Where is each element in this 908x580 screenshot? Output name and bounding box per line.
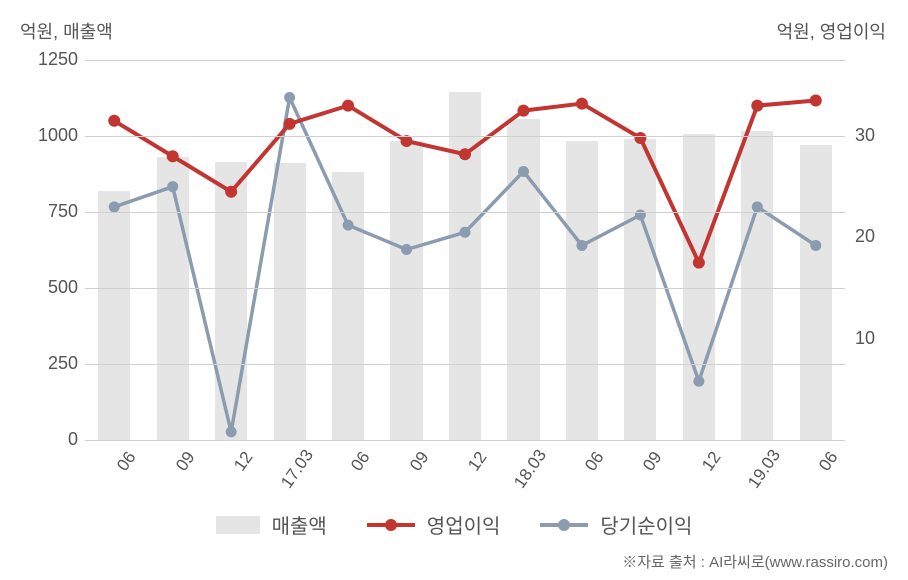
line-marker: [108, 115, 120, 127]
line-marker: [693, 257, 705, 269]
legend-label: 영업이익: [427, 510, 501, 539]
line-marker: [634, 132, 646, 144]
line-marker: [810, 240, 821, 251]
line-marker: [576, 98, 588, 110]
legend: 매출액 영업이익 당기순이익: [0, 510, 908, 539]
gridline: [85, 288, 845, 289]
x-tick: 06: [803, 448, 842, 492]
line-marker: [576, 240, 587, 251]
y-tick-right: 10: [855, 328, 875, 349]
y-tick-left: 500: [18, 277, 78, 298]
line-marker: [109, 201, 120, 212]
y-tick-left: 1000: [18, 125, 78, 146]
line-marker: [284, 118, 296, 130]
gridline: [85, 60, 845, 61]
line-marker: [518, 166, 529, 177]
x-tick: 12: [452, 448, 491, 492]
gridline: [85, 440, 845, 441]
x-tick: 18.03: [511, 448, 550, 492]
line-marker: [342, 100, 354, 112]
y-tick-left: 250: [18, 353, 78, 374]
y-tick-left: 1250: [18, 49, 78, 70]
line-series: [114, 97, 816, 431]
y-axis-left-label: 억원, 매출액: [20, 18, 113, 44]
x-tick: 06: [569, 448, 608, 492]
gridline: [85, 136, 845, 137]
line-marker: [752, 201, 763, 212]
line-series: [114, 101, 816, 263]
gridline: [85, 364, 845, 365]
x-tick: 09: [394, 448, 433, 492]
x-tick: 12: [218, 448, 257, 492]
x-tick: 17.03: [277, 448, 316, 492]
line-marker: [343, 220, 354, 231]
legend-swatch-line-gray: [540, 523, 588, 527]
x-tick: 19.03: [744, 448, 783, 492]
line-marker: [167, 150, 179, 162]
plot-area: [85, 60, 845, 440]
y-axis-right-label: 억원, 영업이익: [777, 18, 886, 44]
line-marker: [226, 426, 237, 437]
legend-item-bars: 매출액: [216, 510, 327, 539]
legend-swatch-bar: [216, 516, 260, 534]
line-marker: [460, 227, 471, 238]
legend-swatch-line-red: [367, 523, 415, 527]
y-tick-left: 0: [18, 429, 78, 450]
legend-item-line2: 당기순이익: [540, 510, 692, 539]
legend-label: 매출액: [272, 510, 327, 539]
x-tick: 09: [160, 448, 199, 492]
y-tick-right: 30: [855, 125, 875, 146]
line-marker: [225, 186, 237, 198]
line-marker: [751, 100, 763, 112]
line-marker: [167, 181, 178, 192]
line-marker: [401, 244, 412, 255]
chart-container: 억원, 매출액 억원, 영업이익 매출액 영업이익 당기순이익 ※자료 출처 :…: [0, 0, 908, 580]
line-marker: [810, 95, 822, 107]
line-marker: [284, 92, 295, 103]
x-tick: 06: [335, 448, 374, 492]
legend-label: 당기순이익: [600, 510, 692, 539]
x-tick: 06: [101, 448, 140, 492]
chart-svg: [85, 60, 845, 440]
y-tick-left: 750: [18, 201, 78, 222]
x-tick: 09: [627, 448, 666, 492]
y-tick-right: 20: [855, 226, 875, 247]
line-marker: [693, 376, 704, 387]
line-marker: [459, 148, 471, 160]
x-tick: 12: [686, 448, 725, 492]
gridline: [85, 212, 845, 213]
legend-item-line1: 영업이익: [367, 510, 501, 539]
line-marker: [517, 105, 529, 117]
source-text: ※자료 출처 : AI라씨로(www.rassiro.com): [622, 551, 888, 572]
